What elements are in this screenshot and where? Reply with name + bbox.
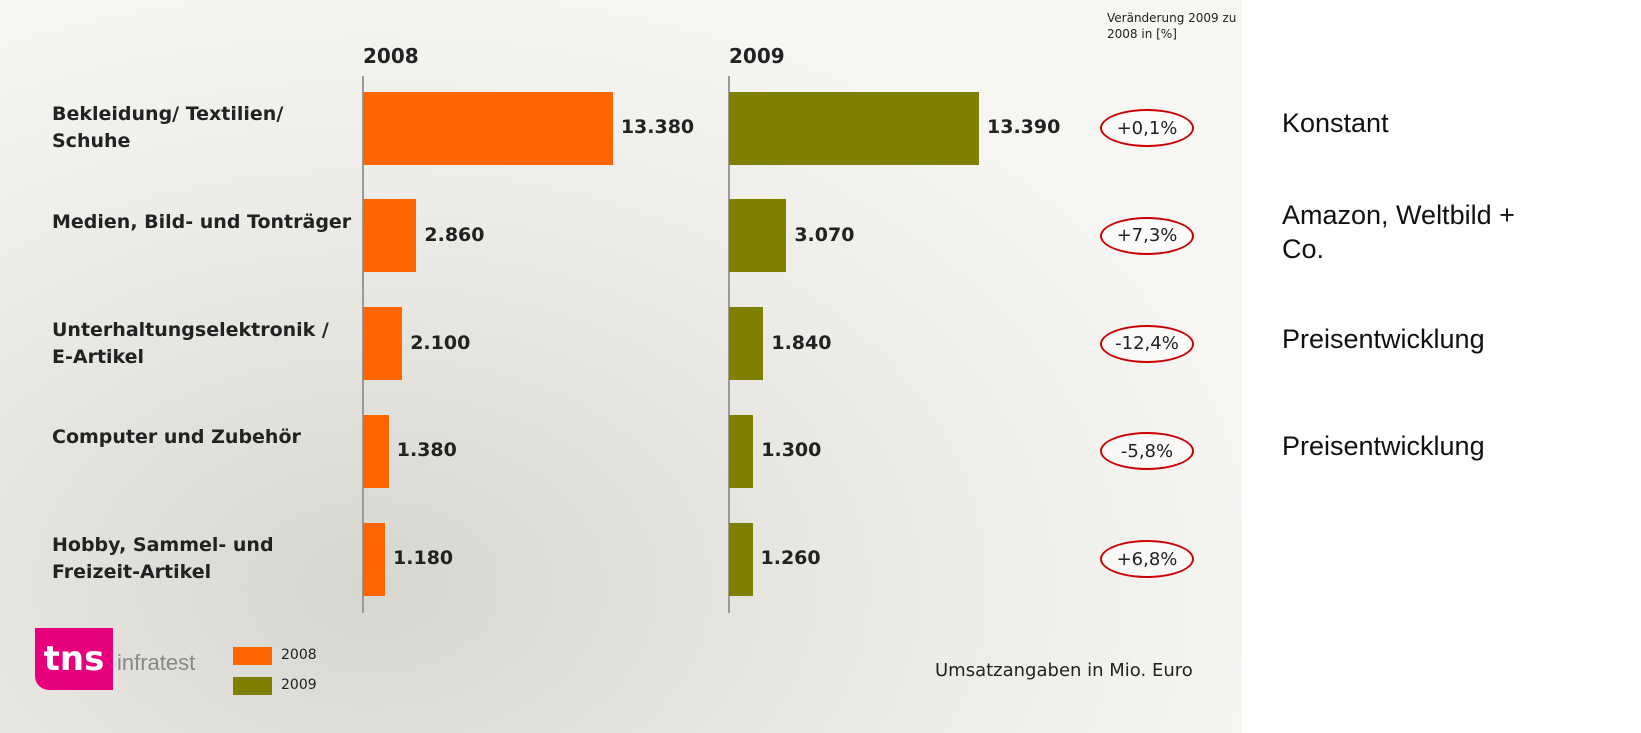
change-oval: -12,4% bbox=[1100, 324, 1194, 363]
bar bbox=[363, 522, 386, 596]
bar bbox=[729, 414, 754, 488]
category-label: Medien, Bild- und Tonträger bbox=[52, 210, 352, 233]
footnote: Umsatzangaben in Mio. Euro bbox=[935, 660, 1193, 681]
legend-label: 2008 bbox=[281, 647, 317, 663]
panel-title: 2008 bbox=[363, 44, 419, 68]
category-label: Computer und Zubehör bbox=[52, 426, 301, 449]
value-label: 1.260 bbox=[760, 547, 821, 570]
bar bbox=[729, 199, 787, 273]
logo-name: infratest bbox=[117, 650, 196, 675]
background-photo bbox=[0, 0, 1242, 733]
change-oval: -5,8% bbox=[1100, 432, 1194, 471]
value-label: 1.380 bbox=[396, 439, 457, 462]
category-label: Hobby, Sammel- und Freizeit-Artikel bbox=[52, 534, 274, 584]
value-label: 13.380 bbox=[620, 116, 695, 138]
bar bbox=[363, 91, 613, 165]
value-label: 1.180 bbox=[393, 547, 454, 570]
legend-label: 2009 bbox=[281, 677, 317, 693]
bar bbox=[729, 522, 753, 596]
value-label: 1.840 bbox=[771, 331, 832, 354]
bar bbox=[363, 307, 403, 381]
change-label: +6,8% bbox=[1116, 548, 1178, 570]
comment: Preisentwicklung bbox=[1282, 323, 1485, 354]
change-oval: +6,8% bbox=[1100, 540, 1194, 579]
change-label: +7,3% bbox=[1116, 225, 1178, 247]
logo-brand: tns bbox=[35, 628, 113, 690]
change-oval: +0,1% bbox=[1100, 109, 1194, 147]
change-oval: +7,3% bbox=[1100, 216, 1194, 255]
legend-swatch bbox=[233, 647, 272, 665]
bar bbox=[729, 91, 979, 165]
value-label: 3.070 bbox=[794, 223, 855, 246]
panel-title: 2009 bbox=[729, 44, 785, 68]
value-label: 13.390 bbox=[987, 116, 1061, 138]
bar bbox=[363, 199, 417, 273]
value-label: 2.100 bbox=[410, 331, 471, 354]
bar bbox=[363, 414, 389, 488]
change-label: -5,8% bbox=[1120, 440, 1174, 462]
category-label: Bekleidung/ Textilien/ Schuhe bbox=[52, 103, 284, 152]
change-label: -12,4% bbox=[1115, 333, 1179, 355]
value-label: 2.860 bbox=[424, 223, 485, 246]
comment: Amazon, Weltbild + Co. bbox=[1282, 199, 1515, 264]
category-label: Unterhaltungselektronik / E-Artikel bbox=[52, 318, 329, 368]
value-label: 1.300 bbox=[761, 439, 822, 462]
bar bbox=[729, 307, 764, 381]
comment: Konstant bbox=[1282, 108, 1389, 138]
change-title: Veränderung 2009 zu 2008 in [%] bbox=[1107, 11, 1237, 41]
change-label: +0,1% bbox=[1116, 117, 1178, 139]
legend-swatch bbox=[233, 677, 272, 695]
comment: Preisentwicklung bbox=[1282, 431, 1485, 462]
